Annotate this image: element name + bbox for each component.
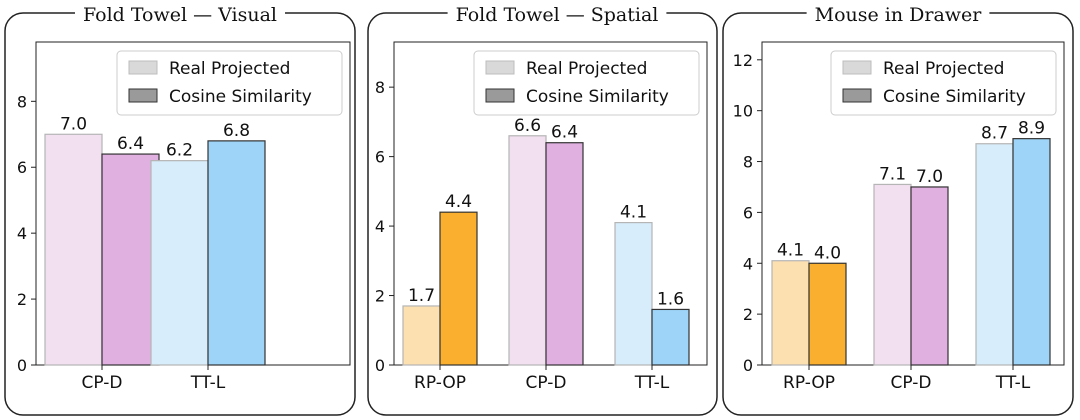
bar-value-label: 6.8 — [223, 121, 250, 141]
legend-swatch-cosine-similarity — [485, 88, 515, 103]
bar-value-label: 8.9 — [1018, 119, 1045, 139]
y-tick-label: 2 — [743, 305, 753, 324]
bar-value-label: 6.2 — [166, 141, 193, 161]
y-tick-label: 2 — [17, 290, 27, 309]
legend: Real Projected Cosine Similarity — [473, 50, 700, 116]
panel-title-bg — [806, 2, 990, 26]
panel-2: Fold Towel — Spatial 0 2 4 6 8 1.7 4.4 RP-OP 6.6 6… — [367, 2, 718, 416]
legend-label-real-projected: Real Projected — [883, 59, 1004, 79]
panel-1: Fold Towel — Visual 0 2 4 6 8 7.0 6.4 CP-D 6.2 6.8… — [4, 2, 356, 416]
y-tick-label: 0 — [743, 356, 753, 375]
bar-tt-l-real-projected — [614, 222, 653, 366]
bar-cp-d-real-projected — [508, 135, 547, 366]
panel-title: Mouse in Drawer — [815, 4, 983, 26]
panel-title-bg — [74, 2, 286, 26]
y-tick-label: 4 — [743, 254, 753, 273]
bar-tt-l-cosine-similarity — [651, 308, 690, 366]
legend-label-real-projected: Real Projected — [169, 59, 290, 79]
bar-tt-l-cosine-similarity — [1012, 138, 1051, 366]
panel-3: Mouse in Drawer 0 2 4 6 8 10 12 4.1 4.0 RP-OP 7.1 7.… — [722, 2, 1074, 416]
legend-box — [116, 50, 343, 116]
y-tick-label: 10 — [733, 102, 753, 121]
legend-label-real-projected: Real Projected — [526, 59, 647, 79]
panel-title-bg — [447, 2, 667, 26]
bar-cp-d-cosine-similarity — [101, 153, 160, 366]
x-tick-label: CP-D — [526, 373, 567, 393]
legend-swatch-cosine-similarity — [128, 88, 158, 103]
bar-rp-op-real-projected — [771, 260, 810, 366]
bar-value-label: 6.4 — [551, 123, 578, 143]
bar-value-label: 1.7 — [408, 286, 435, 306]
x-tick-label: CP-D — [82, 373, 123, 393]
bar-rp-op-cosine-similarity — [808, 262, 847, 366]
bar-cp-d-real-projected — [873, 183, 912, 366]
x-tick-label: TT-L — [634, 373, 670, 393]
x-tick-label: RP-OP — [414, 373, 466, 393]
x-tick-label: TT-L — [190, 373, 226, 393]
bar-value-label: 7.0 — [916, 167, 943, 187]
legend-swatch-real-projected — [485, 60, 515, 75]
y-tick-label: 0 — [375, 356, 385, 375]
legend-swatch-cosine-similarity — [842, 88, 872, 103]
bar-value-label: 4.1 — [620, 203, 647, 223]
bar-rp-op-cosine-similarity — [439, 211, 478, 366]
bar-cp-d-cosine-similarity — [910, 186, 949, 366]
legend-swatch-real-projected — [128, 60, 158, 75]
bar-rp-op-real-projected — [402, 305, 441, 366]
bar-value-label: 8.7 — [981, 124, 1008, 144]
panel-title: Fold Towel — Spatial — [456, 4, 659, 26]
y-tick-label: 2 — [375, 287, 385, 306]
y-tick-label: 8 — [375, 78, 385, 97]
bar-cp-d-real-projected — [44, 133, 103, 366]
bar-value-label: 4.4 — [445, 192, 472, 212]
bar-value-label: 6.6 — [514, 116, 541, 136]
y-tick-label: 4 — [375, 217, 385, 236]
y-tick-label: 8 — [17, 92, 27, 111]
y-tick-label: 6 — [375, 148, 385, 167]
y-tick-label: 6 — [743, 203, 753, 222]
bar-tt-l-real-projected — [150, 160, 209, 366]
legend: Real Projected Cosine Similarity — [116, 50, 343, 116]
legend: Real Projected Cosine Similarity — [830, 50, 1057, 116]
bar-value-label: 4.1 — [777, 241, 804, 261]
legend-box — [830, 50, 1057, 116]
y-tick-label: 4 — [17, 224, 27, 243]
bar-value-label: 6.4 — [117, 134, 144, 154]
bar-value-label: 1.6 — [657, 289, 684, 309]
bar-cp-d-cosine-similarity — [545, 142, 584, 366]
legend-swatch-real-projected — [842, 60, 872, 75]
y-tick-label: 6 — [17, 158, 27, 177]
panel-title: Fold Towel — Visual — [83, 4, 277, 26]
x-tick-label: TT-L — [995, 373, 1031, 393]
x-tick-label: CP-D — [891, 373, 932, 393]
x-tick-label: RP-OP — [783, 373, 835, 393]
legend-box — [473, 50, 700, 116]
y-tick-label: 12 — [733, 51, 753, 70]
y-tick-label: 8 — [743, 153, 753, 172]
legend-label-cosine-similarity: Cosine Similarity — [526, 87, 669, 107]
y-tick-label: 0 — [17, 356, 27, 375]
bar-value-label: 4.0 — [814, 243, 841, 263]
bar-value-label: 7.1 — [879, 164, 906, 184]
legend-label-cosine-similarity: Cosine Similarity — [169, 87, 312, 107]
legend-label-cosine-similarity: Cosine Similarity — [883, 87, 1026, 107]
bar-tt-l-real-projected — [975, 143, 1014, 366]
bar-tt-l-cosine-similarity — [207, 140, 266, 366]
bar-value-label: 7.0 — [60, 114, 87, 134]
